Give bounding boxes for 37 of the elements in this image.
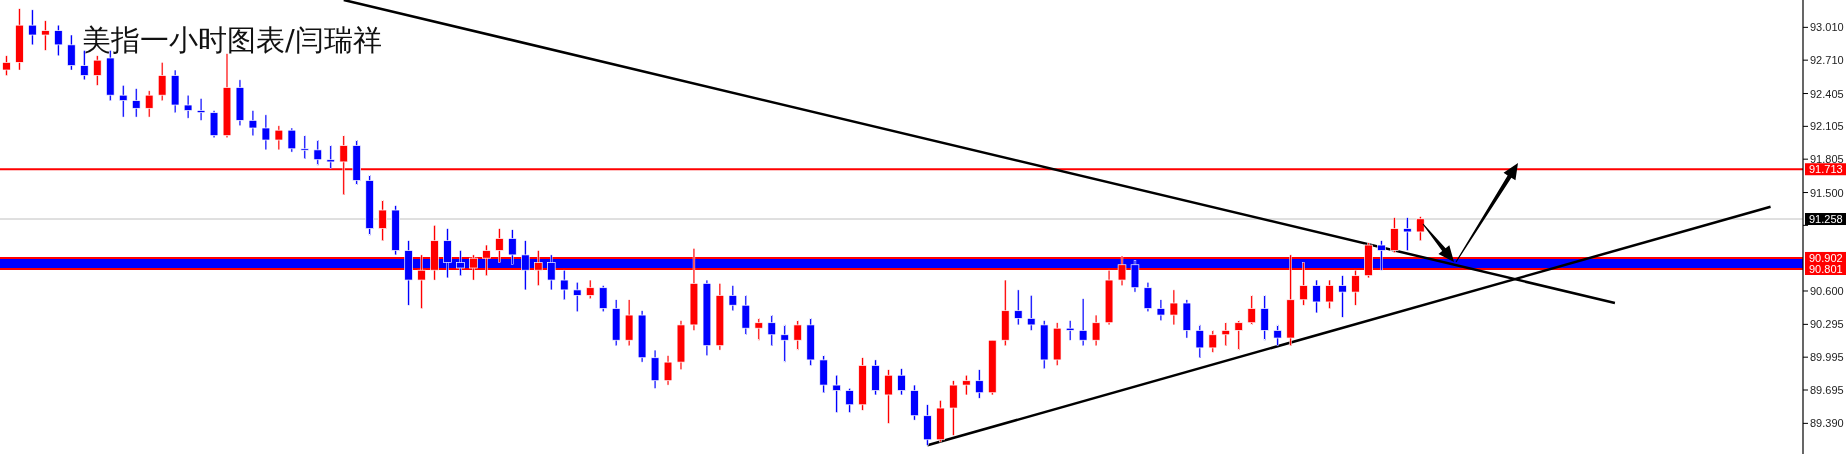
ref-line-label: 90.902 <box>1809 251 1843 264</box>
candlestick <box>832 374 841 413</box>
candlestick <box>572 282 582 313</box>
y-tick-label: 89.390 <box>1810 417 1844 430</box>
candlestick <box>196 98 206 121</box>
candlestick <box>326 145 336 169</box>
candlestick <box>1065 320 1075 341</box>
y-tick-label: 91.500 <box>1810 186 1844 199</box>
candlestick <box>754 318 764 341</box>
candlestick <box>1234 320 1243 351</box>
ref-line-label: 91.258 <box>1809 213 1843 226</box>
y-tick-label: 92.405 <box>1810 87 1844 100</box>
candlestick <box>131 88 141 118</box>
candlestick <box>1026 295 1036 331</box>
y-tick-label: 89.695 <box>1810 384 1844 396</box>
candlestick <box>183 94 193 119</box>
candlestick <box>780 324 789 363</box>
y-tick-label: 89.995 <box>1810 351 1844 364</box>
candlestick <box>1014 289 1023 326</box>
candlestick <box>1078 298 1088 346</box>
candlestick <box>28 9 37 46</box>
candlestick <box>1221 322 1231 346</box>
y-tick-label: 90.295 <box>1810 318 1844 331</box>
y-tick-label: 93.010 <box>1810 21 1844 34</box>
y-tick-label: 91.805 <box>1810 153 1844 166</box>
candlestick <box>300 135 310 159</box>
candlestick <box>41 20 50 51</box>
text: 美指一小时图表/闫瑞祥 <box>82 23 382 57</box>
ref-line-label: 91.713 <box>1809 163 1843 176</box>
candlestick <box>1338 275 1347 318</box>
candlestick <box>962 374 971 396</box>
y-tick-label: 90.600 <box>1810 285 1844 297</box>
y-tick-label: 92.710 <box>1810 54 1844 67</box>
ref-line-label: 90.801 <box>1809 263 1843 276</box>
candlestick <box>1403 217 1412 251</box>
y-tick-label: 92.105 <box>1810 120 1844 133</box>
candlestick <box>118 85 128 118</box>
